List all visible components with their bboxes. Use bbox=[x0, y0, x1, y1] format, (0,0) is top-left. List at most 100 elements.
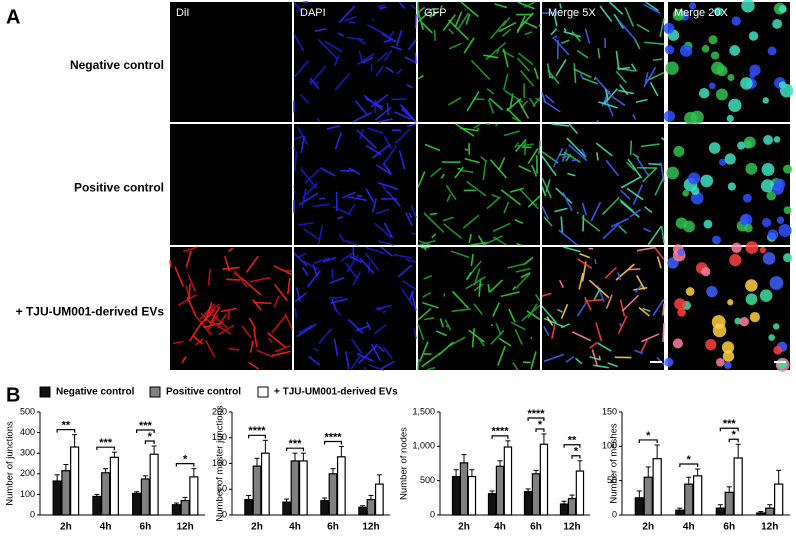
vessel bbox=[273, 295, 280, 308]
vessel bbox=[187, 274, 196, 292]
cell bbox=[731, 16, 741, 26]
cell bbox=[749, 72, 756, 79]
vessel bbox=[365, 188, 375, 203]
vessel bbox=[487, 284, 491, 293]
vessel bbox=[551, 324, 556, 339]
vessel bbox=[463, 37, 475, 54]
vessel bbox=[519, 189, 539, 210]
micrograph bbox=[542, 247, 664, 370]
vessel bbox=[495, 123, 499, 127]
vessel bbox=[395, 68, 403, 75]
vessel bbox=[433, 29, 437, 41]
vessel bbox=[497, 345, 507, 366]
cell bbox=[664, 357, 674, 367]
cell bbox=[682, 189, 689, 197]
vessel bbox=[356, 352, 374, 362]
vessel bbox=[546, 63, 551, 79]
vessel bbox=[560, 304, 569, 320]
significance-label: *** bbox=[723, 418, 737, 430]
significance-bracket bbox=[286, 447, 304, 452]
vessel bbox=[619, 189, 631, 200]
vessel bbox=[334, 132, 342, 150]
vessel bbox=[608, 1, 624, 15]
vessel bbox=[405, 212, 413, 227]
vessel bbox=[568, 123, 579, 135]
vessel bbox=[333, 338, 339, 356]
vessel bbox=[422, 246, 427, 251]
vessel bbox=[375, 65, 384, 77]
vessel bbox=[346, 36, 364, 41]
vessel bbox=[422, 301, 439, 309]
vessel bbox=[209, 311, 228, 329]
vessel bbox=[267, 337, 274, 343]
vessel bbox=[488, 97, 504, 111]
significance-bracket bbox=[491, 435, 509, 439]
cell bbox=[672, 9, 685, 21]
significance-bracket bbox=[563, 444, 581, 448]
cell bbox=[721, 341, 735, 354]
vessel bbox=[427, 366, 436, 371]
vessel bbox=[498, 21, 517, 33]
significance-bracket bbox=[136, 429, 155, 433]
vessel bbox=[626, 187, 644, 201]
vessel bbox=[652, 58, 663, 61]
micrograph-texture bbox=[663, 0, 794, 125]
vessel bbox=[344, 351, 350, 370]
vessel bbox=[632, 153, 640, 159]
vessel bbox=[347, 318, 364, 334]
vessel bbox=[423, 212, 445, 234]
vessel bbox=[640, 143, 660, 148]
vessel bbox=[459, 127, 479, 132]
vessel bbox=[660, 226, 665, 244]
cell bbox=[745, 279, 758, 292]
significance-bracket bbox=[679, 463, 699, 467]
vessel bbox=[662, 322, 665, 342]
vessel bbox=[506, 107, 522, 123]
vessel bbox=[550, 28, 558, 36]
vessel bbox=[377, 345, 385, 353]
vessel bbox=[324, 40, 343, 53]
vessel bbox=[365, 246, 385, 255]
vessel bbox=[451, 308, 471, 313]
micrograph-texture bbox=[541, 246, 665, 369]
vessel bbox=[442, 14, 456, 32]
vessel bbox=[375, 304, 393, 310]
cell bbox=[778, 223, 792, 238]
x-tick-label: 2h bbox=[251, 522, 263, 533]
vessel bbox=[309, 77, 320, 90]
vessel bbox=[562, 246, 581, 253]
vessel bbox=[605, 159, 620, 177]
vessel bbox=[296, 126, 309, 146]
vessel bbox=[376, 51, 388, 63]
bar bbox=[503, 446, 513, 516]
vessel bbox=[498, 157, 506, 171]
vessel bbox=[454, 166, 464, 179]
vessel bbox=[429, 10, 440, 18]
vessel bbox=[350, 354, 362, 370]
bar bbox=[531, 473, 541, 516]
vessel bbox=[394, 128, 411, 144]
vessel bbox=[615, 50, 620, 71]
vessel bbox=[618, 225, 628, 234]
vessel bbox=[628, 268, 641, 271]
vessel bbox=[541, 177, 552, 199]
vessel bbox=[519, 70, 535, 87]
vessel bbox=[318, 328, 332, 344]
vessel bbox=[598, 355, 601, 361]
vessel bbox=[596, 119, 600, 123]
bar bbox=[523, 491, 533, 516]
vessel bbox=[543, 317, 565, 328]
vessel bbox=[640, 339, 648, 353]
vessel bbox=[654, 176, 665, 196]
vessel bbox=[332, 205, 352, 216]
vessel bbox=[620, 176, 641, 189]
vessel bbox=[358, 128, 364, 140]
vessel bbox=[413, 328, 417, 340]
vessel bbox=[534, 293, 541, 302]
bar bbox=[467, 475, 477, 516]
vessel bbox=[355, 324, 371, 332]
vessel bbox=[431, 233, 437, 239]
vessel bbox=[492, 302, 501, 317]
bar bbox=[298, 460, 308, 516]
cell bbox=[737, 141, 746, 150]
